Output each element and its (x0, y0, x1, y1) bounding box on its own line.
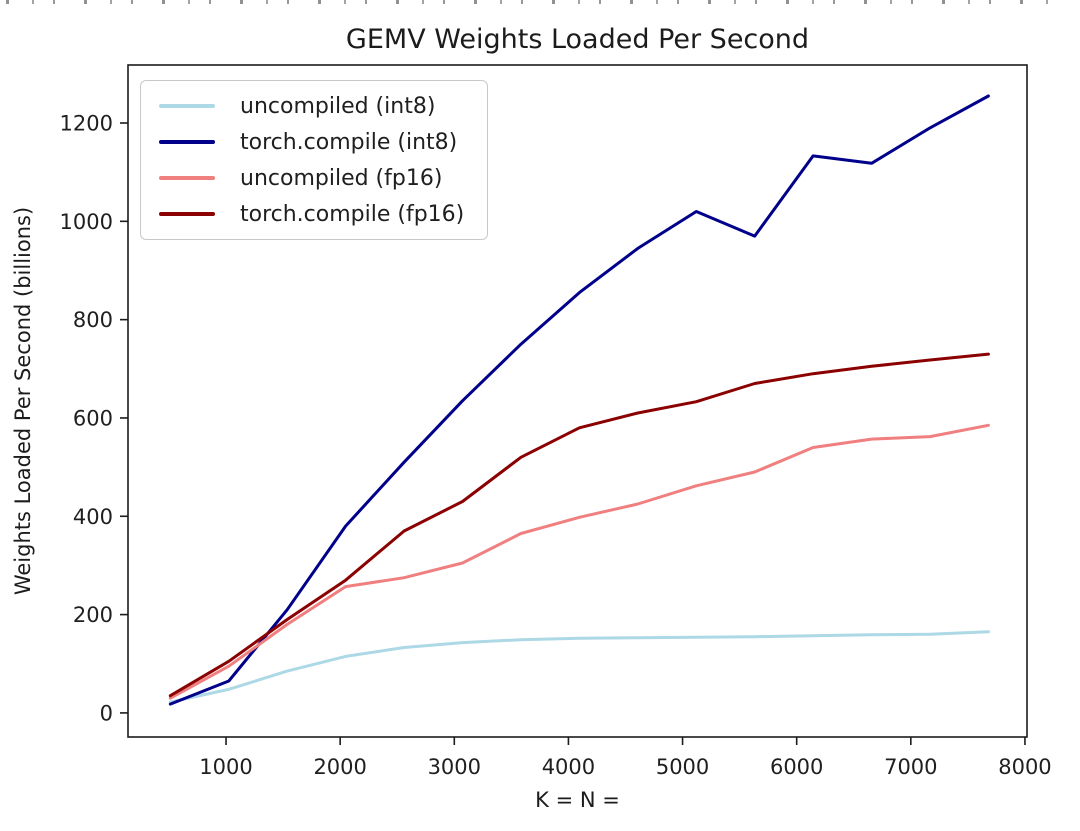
axes-frame (127, 64, 1028, 738)
legend-label: uncompiled (int8) (240, 93, 436, 119)
x-tick-label: 1000 (199, 755, 252, 779)
legend-entry: uncompiled (int8) (155, 88, 473, 124)
x-tick-label: 7000 (884, 755, 937, 779)
y-tick-label: 1200 (60, 112, 113, 136)
x-tick-label: 5000 (656, 755, 709, 779)
chart-title: GEMV Weights Loaded Per Second (345, 24, 810, 55)
x-tick-label: 4000 (542, 755, 595, 779)
legend-line-sample (159, 140, 215, 144)
legend: uncompiled (int8) torch.compile (int8) unc… (140, 80, 488, 240)
series-line (168, 630, 990, 704)
legend-line-sample (159, 176, 215, 180)
legend-line-sample (159, 104, 215, 108)
y-tick-label: 200 (73, 603, 113, 627)
y-tick-label: 800 (73, 308, 113, 332)
y-tick-label: 1000 (60, 210, 113, 234)
legend-entry: uncompiled (fp16) (155, 160, 473, 196)
y-tick-label: 600 (73, 406, 113, 430)
x-axis-label: K = N = (535, 788, 620, 812)
legend-entry: torch.compile (fp16) (155, 196, 473, 232)
series-line (168, 423, 990, 700)
legend-label: torch.compile (int8) (240, 129, 458, 155)
y-axis-label: Weights Loaded Per Second (billions) (11, 206, 35, 596)
y-tick-label: 400 (73, 505, 113, 529)
y-tick-label: 0 (100, 701, 113, 725)
x-tick-label: 8000 (998, 755, 1051, 779)
series-line (168, 94, 990, 706)
x-tick-label: 2000 (313, 755, 366, 779)
legend-label: uncompiled (fp16) (240, 165, 443, 191)
legend-line-sample (159, 212, 215, 216)
legend-label: torch.compile (fp16) (240, 201, 465, 227)
x-tick-label: 6000 (770, 755, 823, 779)
legend-entry: torch.compile (int8) (155, 124, 473, 160)
clipped-text-strip (0, 0, 1060, 6)
x-tick-label: 3000 (428, 755, 481, 779)
series-line (168, 352, 990, 698)
